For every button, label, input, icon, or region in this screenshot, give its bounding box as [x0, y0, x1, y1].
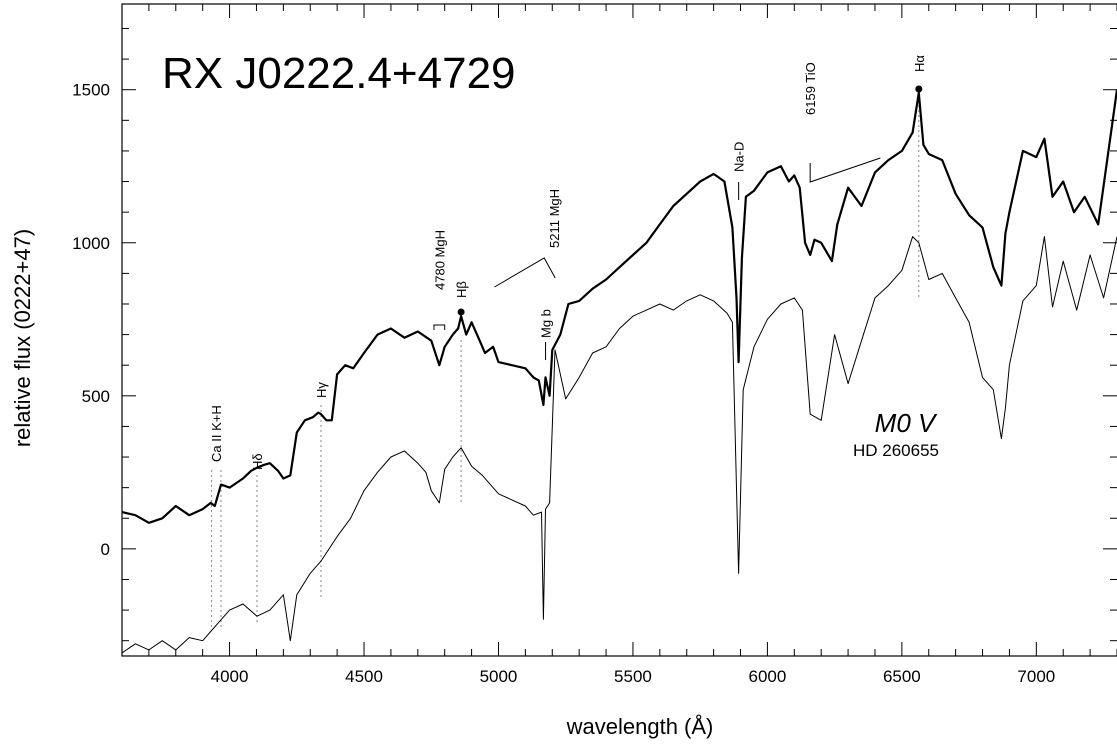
axis-ticks: 4000 4500 5000 5500 6000 6500 7000 0 500 1000 1500	[72, 4, 1117, 686]
x-tick-label: 6500	[883, 667, 921, 686]
series-line-rx-j0222	[121, 89, 1117, 524]
y-tick-label: 500	[82, 387, 110, 406]
marker-bandhead-5211-mgh	[494, 257, 556, 288]
x-tick-label: 4000	[211, 667, 249, 686]
marker-label-mg-b: Mg b	[539, 309, 554, 338]
x-tick-label: 5000	[480, 667, 518, 686]
x-tick-label: 7000	[1017, 667, 1055, 686]
marker-bracket-4780-mgh	[433, 324, 446, 330]
marker-label-na-d: Na-D	[732, 142, 747, 172]
y-tick-label: 1000	[72, 234, 110, 253]
marker-label-6159-tio: 6159 TiO	[803, 62, 818, 115]
marker-label-halpha: Hα	[912, 55, 927, 72]
x-tick-label: 6000	[748, 667, 786, 686]
series-group	[121, 89, 1117, 654]
x-tick-label: 4500	[345, 667, 383, 686]
marker-label-5211-mgh: 5211 MgH	[547, 189, 562, 248]
marker-label-hgamma: Hγ	[314, 382, 329, 398]
axes-frame	[121, 3, 1117, 657]
marker-label-4780-mgh: 4780 MgH	[432, 230, 447, 290]
y-axis-title: relative flux (0222+47)	[10, 229, 35, 447]
marker-bandhead-6159-tio	[809, 157, 881, 183]
chart-title: RX J0222.4+4729	[162, 49, 516, 98]
plot-frame	[121, 3, 1117, 657]
comparison-spectral-type: M0 V	[875, 408, 938, 438]
y-tick-label: 0	[101, 540, 110, 559]
series-line-hd-260655	[121, 236, 1117, 654]
marker-label-hbeta: Hβ	[454, 281, 469, 298]
marker-dot-halpha	[915, 85, 923, 93]
marker-dot-hbeta	[457, 308, 465, 316]
comparison-star-name: HD 260655	[853, 441, 939, 460]
x-axis-title: wavelength (Å)	[566, 714, 714, 739]
chart-labels: RX J0222.4+4729 wavelength (Å) relative …	[10, 49, 939, 739]
x-tick-label: 5500	[614, 667, 652, 686]
marker-label-ca-ii: Ca II K+H	[209, 405, 224, 462]
y-tick-label: 1500	[72, 81, 110, 100]
